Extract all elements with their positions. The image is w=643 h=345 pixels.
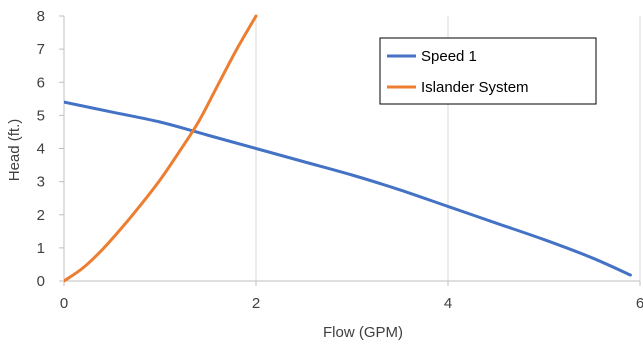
x-axis-title: Flow (GPM) <box>323 324 403 341</box>
x-tick-label: 6 <box>636 295 643 312</box>
y-axis-title: Head (ft.) <box>6 119 23 182</box>
legend-label-2: Islander System <box>421 79 529 96</box>
y-tick-label: 3 <box>37 174 45 191</box>
x-tick-label: 4 <box>444 295 452 312</box>
series-line-2 <box>64 14 258 283</box>
x-tick-label: 2 <box>252 295 260 312</box>
y-tick-label: 6 <box>37 74 45 91</box>
y-tick-label: 0 <box>37 273 45 290</box>
tick-labels: 0 2 4 6 0 1 2 3 4 5 6 7 8 <box>37 8 643 312</box>
y-tick-label: 8 <box>37 8 45 25</box>
x-tick-label: 0 <box>60 295 68 312</box>
series-lines <box>64 14 632 283</box>
y-tick-label: 7 <box>37 41 45 58</box>
series-line-1 <box>64 100 632 277</box>
axes <box>59 15 641 286</box>
y-tick-label: 1 <box>37 240 45 257</box>
y-tick-label: 2 <box>37 207 45 224</box>
legend-box <box>379 37 597 105</box>
legend: Speed 1 Islander System <box>379 37 597 105</box>
legend-label-1: Speed 1 <box>421 48 477 65</box>
y-tick-label: 5 <box>37 107 45 124</box>
y-tick-label: 4 <box>37 141 45 158</box>
